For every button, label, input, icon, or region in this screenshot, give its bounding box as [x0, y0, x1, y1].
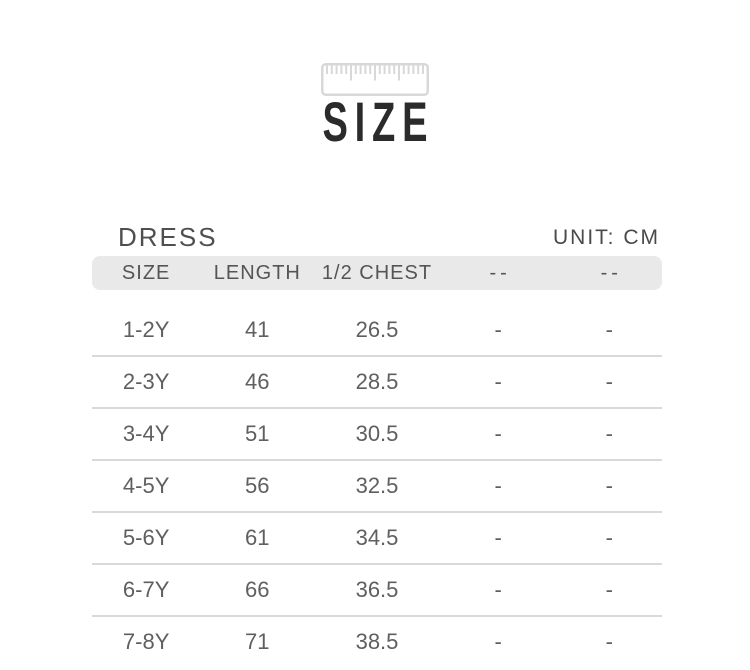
cell-length: 51: [245, 421, 270, 446]
cell-empty-2: -: [605, 317, 613, 342]
cell-size: 5-6Y: [122, 525, 170, 550]
cell-length: 66: [245, 577, 270, 602]
ruler-icon: [321, 63, 429, 96]
cell-size: 6-7Y: [122, 577, 170, 602]
size-chart: DRESS UNIT: CM SIZE LENGTH 1/2 CHEST -- …: [92, 216, 662, 667]
cell-half-chest: 30.5: [355, 421, 399, 446]
cell-empty-2: -: [605, 525, 613, 550]
cell-size: 3-4Y: [122, 421, 170, 446]
cell-empty-1: -: [494, 525, 502, 550]
unit-label: UNIT: CM: [553, 226, 660, 249]
cell-empty-2: -: [605, 421, 613, 446]
cell-empty-1: -: [494, 577, 502, 602]
cell-length: 46: [245, 369, 270, 394]
cell-half-chest: 28.5: [355, 369, 399, 394]
cell-empty-1: -: [494, 369, 502, 394]
cell-empty-1: -: [494, 317, 502, 342]
cell-length: 61: [245, 525, 270, 550]
cell-half-chest: 38.5: [355, 629, 399, 654]
category-label: DRESS: [118, 222, 218, 252]
cell-empty-1: -: [494, 421, 502, 446]
cell-empty-2: -: [605, 369, 613, 394]
cell-length: 41: [245, 317, 270, 342]
cell-empty-2: -: [605, 629, 613, 654]
table-row: 4-5Y 56 32.5 - -: [92, 461, 662, 513]
cell-half-chest: 36.5: [355, 577, 399, 602]
table-row: 6-7Y 66 36.5 - -: [92, 565, 662, 617]
cell-empty-1: -: [494, 629, 502, 654]
chart-meta-row: DRESS UNIT: CM: [92, 216, 662, 250]
header-cell-length: LENGTH: [213, 261, 301, 284]
cell-empty-2: -: [605, 473, 613, 498]
header-cell-size: SIZE: [121, 261, 171, 284]
table-row: 2-3Y 46 28.5 - -: [92, 357, 662, 409]
table-body: 1-2Y 41 26.5 - - 2-3Y 46 28.5 - - 3-4Y 5…: [92, 305, 662, 667]
brand-header: SIZE: [0, 63, 750, 150]
cell-size: 2-3Y: [122, 369, 170, 394]
table-header-row: SIZE LENGTH 1/2 CHEST -- --: [92, 256, 662, 290]
cell-half-chest: 26.5: [355, 317, 399, 342]
cell-half-chest: 34.5: [355, 525, 399, 550]
table-row: 1-2Y 41 26.5 - -: [92, 305, 662, 357]
cell-empty-2: -: [605, 577, 613, 602]
cell-half-chest: 32.5: [355, 473, 399, 498]
cell-empty-1: -: [494, 473, 502, 498]
cell-size: 1-2Y: [122, 317, 170, 342]
cell-length: 56: [245, 473, 270, 498]
header-cell-empty-2: --: [600, 261, 622, 284]
header-cell-empty-1: --: [489, 261, 511, 284]
header-cell-half-chest: 1/2 CHEST: [321, 261, 433, 284]
cell-size: 7-8Y: [122, 629, 170, 654]
table-row: 5-6Y 61 34.5 - -: [92, 513, 662, 565]
cell-length: 71: [245, 629, 270, 654]
page-title: SIZE: [322, 90, 435, 153]
table-row: 7-8Y 71 38.5 - -: [92, 617, 662, 667]
table-row: 3-4Y 51 30.5 - -: [92, 409, 662, 461]
cell-size: 4-5Y: [122, 473, 170, 498]
